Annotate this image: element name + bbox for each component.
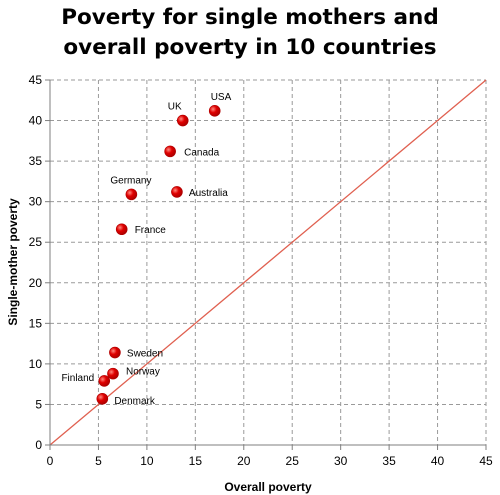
data-points [96,105,221,405]
y-tick-label-5: 5 [35,397,42,411]
data-point-australia [171,186,183,198]
axes [45,79,487,450]
y-tick-label-30: 30 [29,195,43,209]
x-tick-label-20: 20 [237,454,251,468]
data-point-sweden [109,346,121,359]
chart-title-line-1: Poverty for single mothers and [61,5,439,30]
reference-line-group [49,79,487,446]
data-point-germany [125,188,138,201]
point-label-finland: Finland [61,373,94,384]
point-label-norway: Norway [126,367,160,378]
x-tick-label-15: 15 [189,454,203,468]
x-tick-label-10: 10 [140,454,154,468]
data-point-norway [107,367,119,380]
data-point-denmark [96,392,109,405]
y-tick-label-20: 20 [29,276,43,290]
data-point-uk [176,114,189,127]
point-label-sweden: Sweden [127,349,163,360]
data-point-finland [98,375,111,387]
tick-labels: 0 5 10 15 20 25 30 35 40 45 0 5 10 15 20 25 30 35 40 45 [29,73,493,468]
data-point-canada [164,145,176,158]
x-tick-label-25: 25 [286,454,300,468]
reference-line [49,79,487,446]
x-tick-label-35: 35 [382,454,396,468]
point-labels: USA UK Canada Germany Australia France Sweden N… [61,92,231,407]
point-label-denmark: Denmark [114,396,156,407]
point-label-france: France [135,225,167,236]
y-tick-label-45: 45 [29,73,43,87]
y-tick-label-10: 10 [29,357,43,371]
point-label-germany: Germany [110,175,151,186]
x-tick-label-0: 0 [47,454,54,468]
y-axis-label: Single-mother poverty [6,198,20,326]
x-axis-label: Overall poverty [224,480,312,494]
y-tick-label-0: 0 [35,438,42,452]
x-tick-label-5: 5 [95,454,102,468]
point-label-australia: Australia [189,188,228,199]
point-label-uk: UK [168,102,182,113]
data-point-usa [208,105,221,117]
gridlines [50,79,487,445]
point-label-usa: USA [211,92,232,103]
y-tick-label-25: 25 [29,235,43,249]
point-label-canada: Canada [184,147,219,158]
y-tick-label-40: 40 [29,114,43,128]
x-tick-label-45: 45 [479,454,493,468]
chart-title-line-2: overall poverty in 10 countries [63,35,437,60]
x-tick-label-30: 30 [334,454,348,468]
data-point-france [115,223,128,236]
y-tick-label-15: 15 [29,316,43,330]
y-tick-label-35: 35 [29,154,43,168]
x-tick-label-40: 40 [431,454,445,468]
